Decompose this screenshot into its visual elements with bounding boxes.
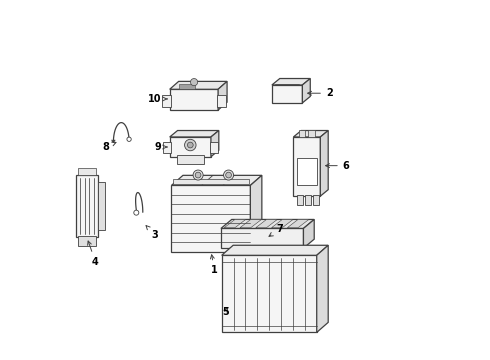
Circle shape	[188, 142, 193, 148]
Bar	[170, 89, 218, 110]
Polygon shape	[272, 78, 310, 85]
Bar	[210, 142, 218, 153]
Bar	[177, 155, 204, 164]
Bar	[77, 168, 96, 175]
Polygon shape	[221, 245, 328, 255]
Bar	[294, 137, 320, 196]
Text: 3: 3	[146, 226, 158, 239]
Bar	[221, 228, 303, 248]
Polygon shape	[170, 81, 227, 89]
Polygon shape	[302, 78, 310, 103]
Polygon shape	[221, 220, 314, 228]
Polygon shape	[218, 81, 227, 110]
Bar	[218, 95, 226, 107]
Bar	[221, 255, 317, 332]
Circle shape	[134, 210, 139, 215]
Polygon shape	[211, 131, 219, 157]
Text: 1: 1	[210, 255, 218, 275]
Bar	[172, 185, 250, 252]
Bar	[163, 142, 171, 153]
Polygon shape	[303, 220, 314, 248]
Text: 9: 9	[154, 142, 167, 152]
Circle shape	[191, 78, 197, 86]
Text: 6: 6	[326, 161, 349, 171]
Bar	[272, 85, 302, 103]
Polygon shape	[224, 220, 245, 228]
Polygon shape	[170, 131, 219, 137]
Bar	[297, 195, 303, 205]
Text: 2: 2	[308, 88, 333, 98]
Text: 7: 7	[269, 225, 283, 236]
Circle shape	[195, 172, 201, 178]
Bar	[297, 158, 317, 185]
Polygon shape	[294, 131, 328, 137]
Bar	[98, 182, 105, 230]
Polygon shape	[317, 245, 328, 332]
Bar	[77, 236, 96, 246]
Circle shape	[185, 139, 196, 151]
Text: 10: 10	[148, 94, 167, 104]
Polygon shape	[240, 220, 262, 228]
Bar	[309, 130, 315, 137]
Text: 5: 5	[222, 307, 229, 316]
Bar	[170, 137, 211, 157]
Polygon shape	[287, 220, 309, 228]
Text: 4: 4	[88, 241, 99, 267]
Circle shape	[193, 170, 203, 180]
Polygon shape	[271, 220, 293, 228]
Polygon shape	[320, 131, 328, 196]
Polygon shape	[256, 220, 277, 228]
Polygon shape	[172, 175, 262, 185]
Bar	[76, 175, 98, 237]
Bar	[162, 95, 171, 107]
Polygon shape	[250, 175, 262, 252]
Circle shape	[127, 137, 131, 141]
Bar	[179, 84, 195, 89]
Circle shape	[223, 170, 234, 180]
Bar	[313, 195, 318, 205]
Bar	[305, 195, 311, 205]
Circle shape	[226, 172, 231, 178]
Bar	[173, 179, 248, 184]
Bar	[299, 130, 305, 137]
Text: 8: 8	[102, 141, 116, 152]
